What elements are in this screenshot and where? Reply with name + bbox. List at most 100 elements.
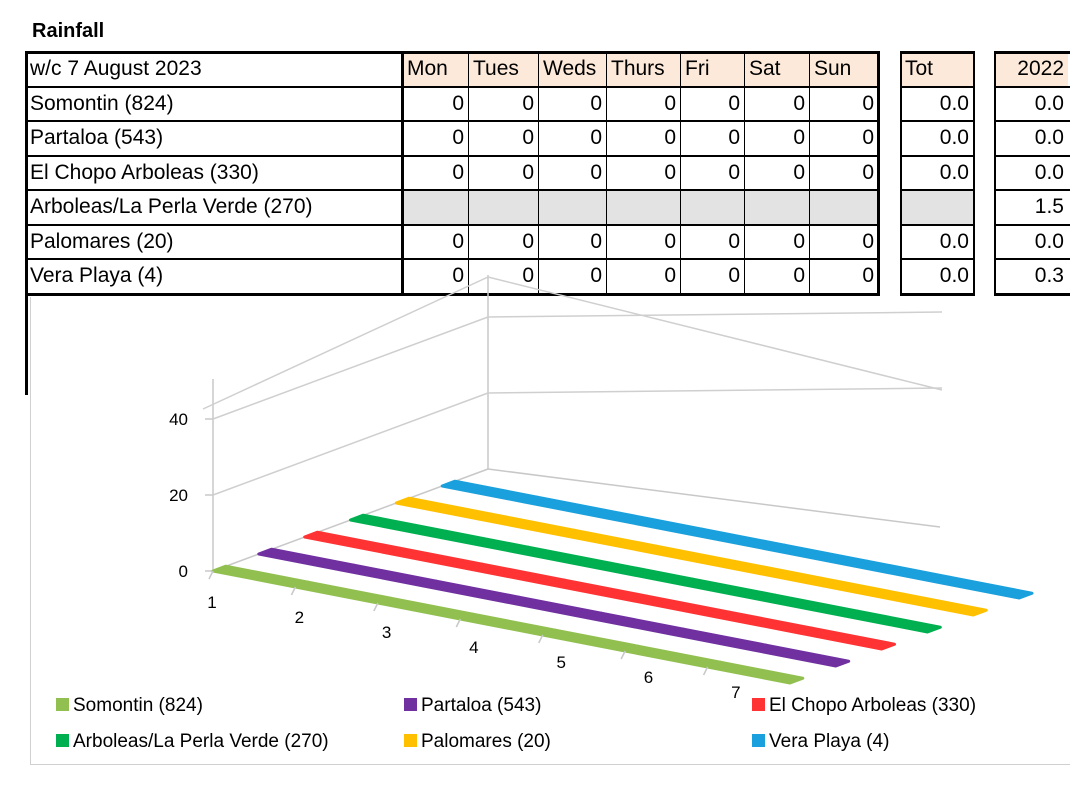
table-rule bbox=[900, 51, 902, 294]
rain-value bbox=[681, 191, 744, 224]
table-rule bbox=[900, 258, 975, 260]
table-rule bbox=[994, 155, 1070, 157]
total-value: 0.0 bbox=[939, 91, 969, 115]
rain-value: 0 bbox=[452, 229, 464, 253]
rain-value: 0 bbox=[862, 91, 874, 115]
table-rule bbox=[994, 120, 1070, 122]
rain-value bbox=[469, 191, 538, 224]
prev-year-value: 0.0 bbox=[1034, 126, 1064, 149]
station-name: Arboleas/La Perla Verde (270) bbox=[30, 195, 313, 218]
rain-value: 0 bbox=[728, 91, 740, 115]
table-rule bbox=[26, 155, 880, 157]
rain-value: 0 bbox=[664, 160, 676, 184]
rain-value: 0 bbox=[793, 91, 805, 115]
table-rule bbox=[538, 51, 539, 294]
total-value: 0.0 bbox=[939, 229, 969, 253]
prev-year-value: 0.0 bbox=[1034, 91, 1064, 115]
day-header: Sat bbox=[745, 53, 809, 86]
prev-year-value: 0.0 bbox=[1034, 160, 1064, 184]
rain-value: 0 bbox=[522, 126, 534, 149]
table-rule bbox=[26, 189, 880, 191]
rain-value: 0 bbox=[862, 264, 874, 287]
table-rule bbox=[401, 51, 404, 294]
rain-value: 0 bbox=[590, 91, 602, 115]
rain-value: 0 bbox=[664, 264, 676, 287]
chart-frame bbox=[30, 297, 1070, 765]
rain-value bbox=[745, 191, 809, 224]
rain-value bbox=[810, 191, 878, 224]
total-value: 0.0 bbox=[939, 264, 969, 287]
table-rule bbox=[900, 86, 975, 88]
table-rule bbox=[26, 293, 880, 296]
day-header: Weds bbox=[539, 53, 606, 86]
rain-value: 0 bbox=[793, 264, 805, 287]
table-rule bbox=[994, 51, 996, 294]
table-rule bbox=[680, 51, 681, 294]
rain-value: 0 bbox=[862, 126, 874, 149]
total-value bbox=[901, 191, 973, 224]
total-value: 0.0 bbox=[939, 126, 969, 149]
rain-value: 0 bbox=[728, 229, 740, 253]
rain-value: 0 bbox=[590, 229, 602, 253]
table-rule bbox=[877, 51, 880, 294]
station-name: Somontin (824) bbox=[30, 91, 174, 115]
rain-value: 0 bbox=[452, 160, 464, 184]
rain-value: 0 bbox=[728, 126, 740, 149]
table-rule bbox=[26, 120, 880, 122]
rain-value: 0 bbox=[793, 126, 805, 149]
rain-value: 0 bbox=[664, 126, 676, 149]
rain-value: 0 bbox=[522, 229, 534, 253]
table-rule bbox=[900, 224, 975, 226]
table-rule bbox=[468, 51, 469, 294]
rain-value bbox=[607, 191, 680, 224]
rain-value: 0 bbox=[452, 264, 464, 287]
table-rule bbox=[994, 51, 1070, 54]
page-title: Rainfall bbox=[32, 20, 105, 42]
rain-value: 0 bbox=[590, 264, 602, 287]
table-rule bbox=[994, 224, 1070, 226]
rain-value: 0 bbox=[793, 160, 805, 184]
day-header: Fri bbox=[681, 53, 744, 86]
rain-value: 0 bbox=[452, 126, 464, 149]
table-rule bbox=[900, 155, 975, 157]
table-rule bbox=[994, 258, 1070, 260]
rain-value: 0 bbox=[590, 160, 602, 184]
table-rule bbox=[900, 189, 975, 191]
table-rule bbox=[606, 51, 607, 294]
rain-value: 0 bbox=[862, 160, 874, 184]
table-rule bbox=[900, 293, 975, 296]
station-name: El Chopo Arboleas (330) bbox=[30, 160, 259, 184]
table-rule bbox=[26, 224, 880, 226]
prev-year-value: 0.3 bbox=[1034, 264, 1064, 287]
table-rule bbox=[973, 51, 975, 294]
table-left-border bbox=[25, 51, 28, 395]
table-rule bbox=[744, 51, 745, 294]
rain-value: 0 bbox=[590, 126, 602, 149]
rain-value bbox=[539, 191, 606, 224]
day-header: Tues bbox=[469, 53, 538, 86]
table-rule bbox=[26, 51, 880, 54]
prev-year-header: 2022 bbox=[995, 53, 1068, 86]
total-header: Tot bbox=[901, 53, 973, 86]
day-header: Sun bbox=[810, 53, 878, 86]
station-name: Partaloa (543) bbox=[30, 126, 164, 149]
total-value: 0.0 bbox=[939, 160, 969, 184]
week-label: w/c 7 August 2023 bbox=[30, 57, 202, 80]
table-rule bbox=[994, 189, 1070, 191]
rain-value: 0 bbox=[522, 91, 534, 115]
rain-value: 0 bbox=[522, 264, 534, 287]
table-rule bbox=[994, 86, 1070, 88]
rain-value: 0 bbox=[728, 264, 740, 287]
rain-value: 0 bbox=[452, 91, 464, 115]
rain-value: 0 bbox=[664, 91, 676, 115]
prev-year-value: 0.0 bbox=[1034, 229, 1064, 253]
rain-value: 0 bbox=[862, 229, 874, 253]
station-name: Vera Playa (4) bbox=[30, 264, 164, 287]
rain-value: 0 bbox=[728, 160, 740, 184]
table-rule bbox=[26, 86, 880, 88]
station-name: Palomares (20) bbox=[30, 229, 174, 253]
rain-value: 0 bbox=[664, 229, 676, 253]
rain-value: 0 bbox=[793, 229, 805, 253]
table-rule bbox=[809, 51, 810, 294]
rain-value bbox=[403, 191, 468, 224]
